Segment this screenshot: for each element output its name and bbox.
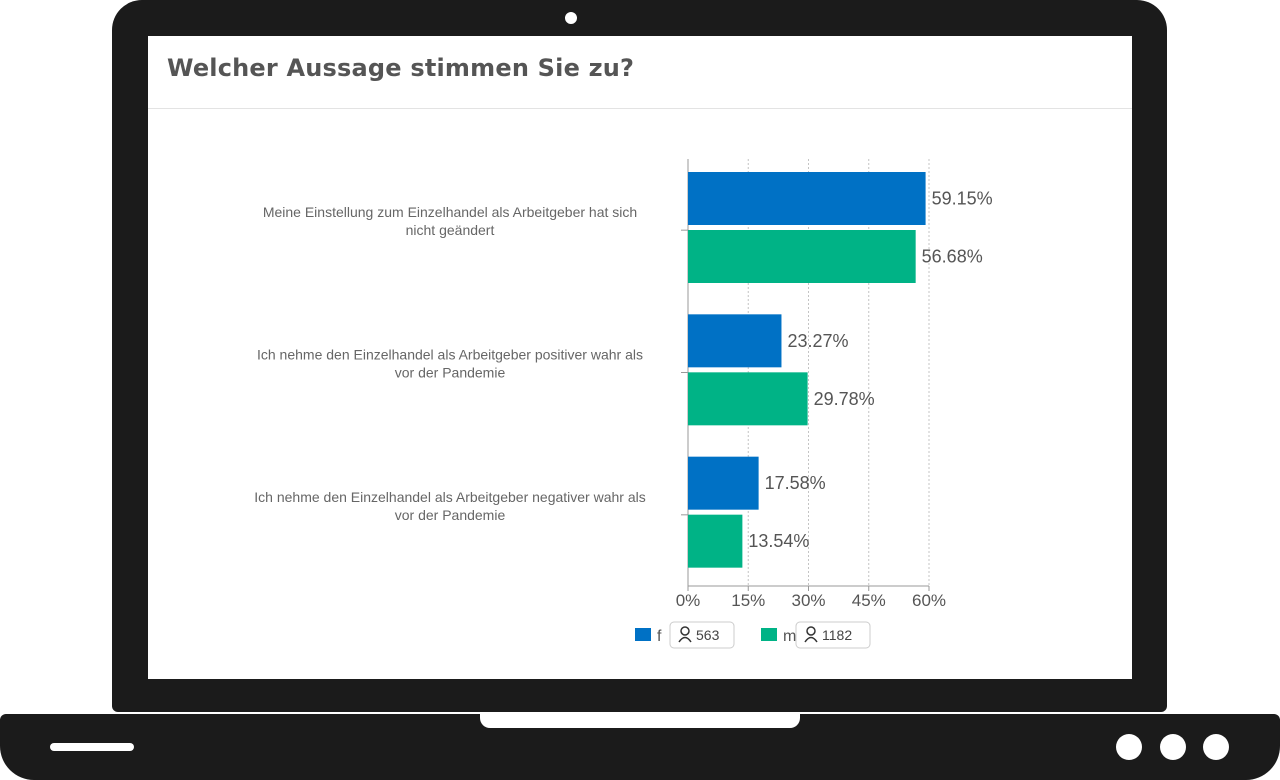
bar-f [688,172,926,225]
respondent-count: 563 [696,627,720,643]
x-tick-label: 30% [791,591,825,610]
category-label: Ich nehme den Einzelhandel als Arbeitgeb… [254,489,645,523]
screen: Welcher Aussage stimmen Sie zu? 0% 15% 30%… [148,36,1132,679]
bar-m [688,372,808,426]
respondent-count: 1182 [822,627,852,643]
laptop-slot [50,743,134,751]
x-tick-label: 60% [912,591,946,610]
laptop-base [0,714,1280,780]
data-label: 56.68% [922,247,983,267]
x-tick-label: 0% [676,591,701,610]
legend-swatch [761,628,777,641]
camera-icon [563,10,579,26]
person-icon [804,626,818,643]
x-tick-label: 45% [852,591,886,610]
data-label: 17.58% [765,473,826,493]
data-label: 59.15% [932,189,993,209]
legend-label: f [657,628,662,645]
bar-m [688,230,916,283]
data-label: 29.78% [814,389,875,409]
person-icon [678,626,692,643]
bar-chart: 0% 15% 30% 45% 60% Meine Einstellung zum Einz… [254,159,993,649]
laptop-notch [480,714,800,728]
data-label: 23.27% [787,331,848,351]
question-header: Welcher Aussage stimmen Sie zu? [148,36,1132,109]
bar-f [688,314,782,368]
bar-m [688,514,743,568]
indicator-light-icon [1203,734,1229,760]
category-label: Ich nehme den Einzelhandel als Arbeitgeb… [257,347,643,381]
indicator-light-icon [1160,734,1186,760]
question-title: Welcher Aussage stimmen Sie zu? [167,54,635,82]
respondent-count-badge [669,621,735,649]
legend-swatch [635,628,651,641]
legend-label: m [783,628,796,645]
x-tick-label: 15% [731,591,765,610]
bar-f [688,456,759,510]
indicator-light-icon [1116,734,1142,760]
data-label: 13.54% [748,531,809,551]
category-label: Meine Einstellung zum Einzelhandel als A… [263,204,637,238]
